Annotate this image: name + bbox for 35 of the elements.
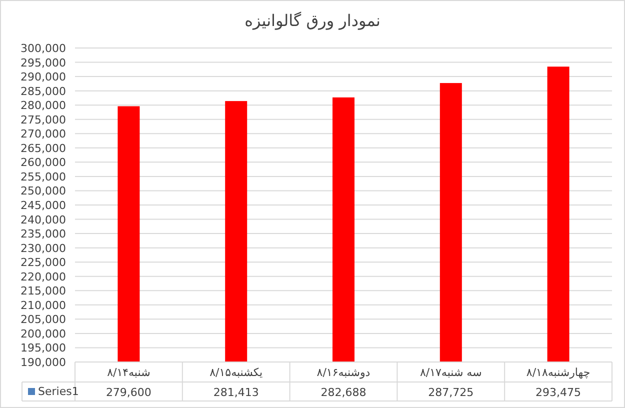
y-tick-label: 290,000 (20, 70, 66, 84)
y-tick-label: 190,000 (20, 356, 66, 369)
y-tick-label: 265,000 (20, 142, 66, 155)
y-tick-label: 210,000 (20, 298, 66, 312)
text: Series1 (38, 385, 79, 398)
data-label: 281,413 (213, 386, 259, 399)
y-tick-label: 230,000 (20, 242, 66, 255)
y-tick-label: 240,000 (20, 213, 66, 226)
y-tick-label: 275,000 (20, 113, 66, 126)
data-label: 279,600 (106, 386, 152, 399)
y-tick-label: 285,000 (20, 84, 66, 98)
y-tick-label: 245,000 (20, 199, 66, 212)
x-tick-label: سه شنبه۸/۱۷ (420, 366, 482, 379)
y-tick-label: 225,000 (20, 256, 66, 270)
y-tick-label: 300,000 (20, 42, 66, 55)
y-tick-label: 250,000 (20, 184, 66, 198)
y-tick-label: 215,000 (20, 284, 66, 298)
data-label: 287,725 (428, 386, 474, 399)
y-tick-label: 220,000 (20, 270, 66, 284)
y-tick-label: 295,000 (20, 56, 66, 70)
chart-title: نمودار ورق گالوانیزه (244, 11, 380, 30)
y-tick-label: 205,000 (20, 313, 66, 326)
y-tick-label: 255,000 (20, 170, 66, 184)
y-tick-label: 235,000 (20, 228, 66, 241)
y-tick-label: 270,000 (20, 128, 66, 141)
x-tick-label: یکشنبه۸/۱۵ (210, 366, 263, 379)
x-tick-label: دوشنبه۸/۱۶ (316, 366, 370, 379)
data-label: 282,688 (320, 386, 366, 399)
y-tick-label: 195,000 (20, 342, 66, 355)
y-tick-label: 200,000 (20, 327, 66, 340)
data-label: 293,475 (536, 386, 582, 399)
y-tick-label: 260,000 (20, 156, 66, 170)
y-tick-label: 280,000 (20, 99, 66, 112)
x-tick-label: چهارشنبه۸/۱۸ (526, 366, 590, 379)
x-tick-label: شنبه۸/۱۴ (107, 366, 150, 379)
